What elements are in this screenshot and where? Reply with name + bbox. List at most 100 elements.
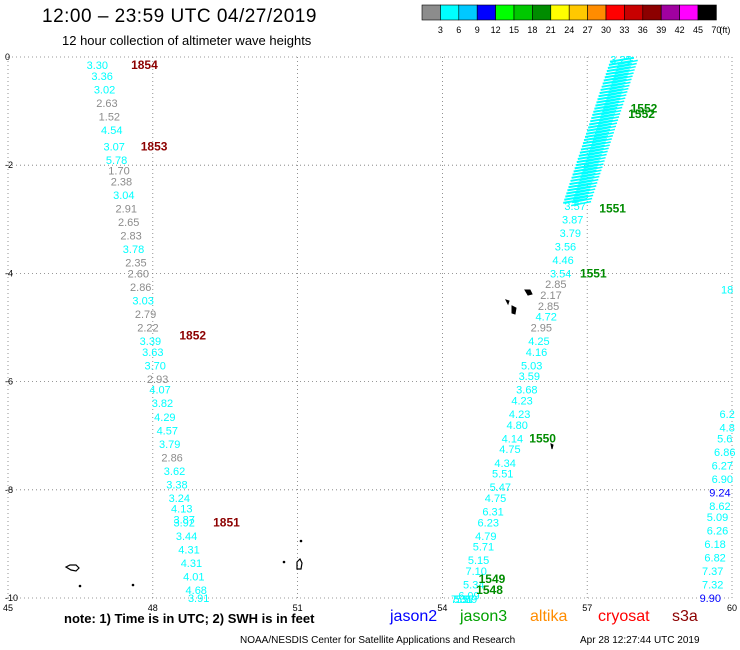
track-mark (568, 182, 593, 189)
track-mark (581, 141, 607, 148)
track-mark (577, 153, 602, 160)
track-mark (567, 185, 592, 192)
wave-height-label: 5.09 (707, 512, 728, 524)
wave-height-label: 5.34 (463, 579, 484, 591)
legend-label: 9 (475, 25, 480, 35)
wave-height-label: 4.79 (475, 531, 496, 543)
track-mark (602, 78, 627, 85)
track-mark (575, 160, 600, 167)
track-mark (607, 62, 633, 69)
wave-height-label: 6.18 (704, 539, 725, 551)
wave-height-label: 5.71 (473, 542, 494, 554)
wave-height-label: 3.24 (169, 493, 190, 505)
legend-label: 24 (564, 25, 574, 35)
track-mark (569, 179, 594, 186)
track-mark (579, 147, 605, 154)
wave-height-label: 4.29 (154, 412, 175, 424)
footnote: note: 1) Time is in UTC; 2) SWH is in fe… (64, 611, 315, 626)
track-mark (596, 97, 621, 104)
wave-height-label: 6.23 (478, 517, 499, 529)
track-mark (604, 72, 629, 79)
legend-label: 6 (456, 25, 461, 35)
wave-height-label: 2.38 (111, 176, 132, 188)
wave-height-label: 7.10 (465, 566, 486, 578)
track-mark (572, 169, 597, 176)
wave-height-label: 2.86 (161, 452, 182, 464)
wave-height-label: 6.31 (482, 506, 503, 518)
track-mark (597, 94, 622, 101)
wave-height-label: 3.87 (562, 214, 583, 226)
wave-height-label: 3.68 (516, 385, 537, 397)
x-tick-label: 45 (3, 603, 13, 613)
island-dot (78, 584, 82, 588)
legend-label: 12 (491, 25, 501, 35)
wave-height-label: 3.70 (145, 360, 166, 372)
track-mark (593, 106, 618, 113)
generated-timestamp: Apr 28 12:27:44 UTC 2019 (580, 635, 700, 646)
wave-height-label: 6.82 (704, 552, 725, 564)
track-mark (598, 91, 623, 98)
wave-height-label: 4.07 (149, 385, 170, 397)
track-mark (583, 135, 609, 142)
wave-height-label: 3.38 (166, 479, 187, 491)
wave-height-label: 5.57 (453, 594, 474, 606)
legend-label: 42 (675, 25, 685, 35)
track-mark (608, 59, 634, 66)
wave-height-label: 2.95 (531, 323, 552, 335)
wave-height-label: 2.60 (128, 268, 149, 280)
wave-height-label: 3.62 (164, 466, 185, 478)
track-mark (592, 110, 617, 117)
wave-height-label: 3.03 (132, 295, 153, 307)
wave-height-label: 3.04 (113, 190, 134, 202)
track-mark (584, 132, 610, 138)
orbit-time-label: 1552 (628, 107, 655, 121)
coastline (64, 289, 554, 588)
credit-line: NOAA/NESDIS Center for Satellite Applica… (240, 635, 516, 646)
legend-label: 21 (546, 25, 556, 35)
orbit-time-label: 1550 (529, 431, 556, 445)
satellite-name: jason2 (390, 608, 438, 625)
wave-height-label: 9.24 (709, 488, 730, 500)
track-mark (576, 157, 601, 164)
satellite-name: cryosat (598, 608, 650, 625)
track-mark (600, 84, 625, 91)
island-shape (64, 564, 80, 572)
wave-height-label: 2.65 (118, 217, 139, 229)
track-mark (570, 175, 595, 182)
wave-height-label: 5.89 (456, 594, 477, 606)
wave-height-label: 3.54 (550, 268, 571, 280)
wave-height-label: 4.75 (485, 493, 506, 505)
wave-height-label: 3.63 (142, 347, 163, 359)
track-mark (591, 113, 616, 120)
track-mark (586, 125, 612, 132)
satellite-name: altika (530, 608, 568, 625)
wave-height-label: 5.6 (717, 433, 732, 445)
y-tick-label: -10 (5, 593, 18, 603)
island-shape (550, 443, 554, 450)
wave-height-label: 3.78 (123, 244, 144, 256)
legend-label: 45 (693, 25, 703, 35)
orbit-time-label: 1548 (476, 583, 503, 597)
chart-subtitle: 12 hour collection of altimeter wave hei… (62, 33, 312, 48)
wave-height-label: 3.87 (173, 515, 194, 527)
x-tick-label: 51 (293, 603, 303, 613)
legend-label: 30 (601, 25, 611, 35)
x-tick-label: 48 (148, 603, 158, 613)
wave-height-label: 2.22 (137, 323, 158, 335)
wave-height-label: 2.86 (130, 282, 151, 294)
wave-height-label: 4.80 (507, 420, 528, 432)
orbit-time-label: 1551 (599, 201, 626, 215)
island-dot (131, 583, 135, 587)
wave-height-label: 2.93 (147, 374, 168, 386)
track-mark (571, 172, 596, 179)
track-mark (573, 166, 598, 173)
wave-height-label: 4.14 (502, 433, 523, 445)
wave-height-label: 5.78 (106, 155, 127, 167)
wave-height-label: 7.32 (702, 579, 723, 591)
wave-height-label: 4.25 (528, 336, 549, 348)
track-mark (580, 144, 606, 151)
wave-height-label: 4.31 (178, 544, 199, 556)
track-mark (594, 103, 619, 110)
wave-height-label: 2.91 (116, 203, 137, 215)
track-mark (574, 163, 599, 170)
